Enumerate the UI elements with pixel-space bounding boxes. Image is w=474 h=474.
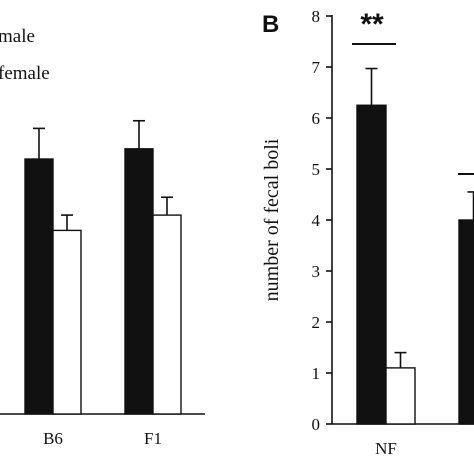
significance-markers: ** bbox=[352, 8, 474, 175]
right-y-axis-title: number of fecal boli bbox=[261, 138, 283, 301]
x-tick-label-nf: NF bbox=[375, 439, 397, 458]
bar-b6-series-1 bbox=[52, 229, 82, 415]
y-tick-label-8: 8 bbox=[312, 7, 321, 26]
bar-f1-series-1 bbox=[152, 214, 182, 415]
significance-label: ** bbox=[360, 8, 384, 41]
y-tick-label-3: 3 bbox=[312, 262, 321, 281]
y-tick-label-1: 1 bbox=[312, 364, 321, 383]
right-x-tick-labels: NF12( bbox=[375, 439, 397, 458]
x-tick-label-b6: B6 bbox=[43, 429, 63, 448]
y-tick-label-6: 6 bbox=[312, 109, 321, 128]
y-tick-label-0: 0 bbox=[312, 415, 321, 434]
y-tick-label-2: 2 bbox=[312, 313, 321, 332]
legend-entry-male: male bbox=[0, 26, 35, 47]
legend-entry-female: female bbox=[0, 63, 50, 84]
right-y-ticks: 0 1 2 3 4 5 6 7 8 bbox=[312, 7, 332, 434]
bar-12-series-0 bbox=[458, 219, 474, 425]
bar-b6-series-0 bbox=[24, 158, 54, 415]
y-tick-label-7: 7 bbox=[312, 58, 321, 77]
left-x-tick-labels: B6 F1 bbox=[43, 429, 162, 448]
left-legend: male female bbox=[0, 26, 50, 84]
bar-f1-series-0 bbox=[124, 148, 154, 415]
right-bars bbox=[356, 67, 474, 425]
y-tick-label-4: 4 bbox=[312, 211, 321, 230]
panel-label-b: B bbox=[262, 11, 279, 38]
left-bars bbox=[24, 119, 182, 415]
bar-nf-series-1 bbox=[385, 367, 416, 425]
bar-nf-series-0 bbox=[356, 104, 387, 425]
y-tick-label-5: 5 bbox=[312, 160, 321, 179]
x-tick-label-f1: F1 bbox=[144, 429, 162, 448]
